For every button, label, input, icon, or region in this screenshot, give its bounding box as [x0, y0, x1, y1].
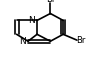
Text: Br: Br	[46, 0, 55, 5]
Text: Br: Br	[76, 36, 85, 45]
Text: N: N	[28, 16, 35, 25]
Text: N: N	[19, 37, 26, 46]
